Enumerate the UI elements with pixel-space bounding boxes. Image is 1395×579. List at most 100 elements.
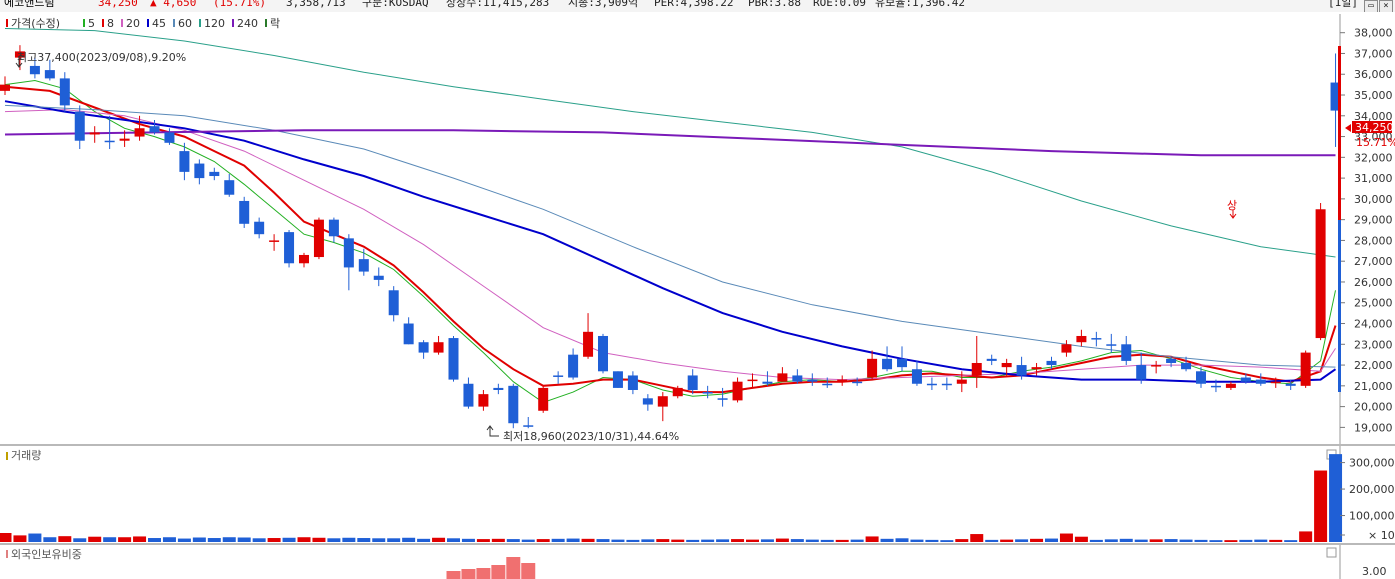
candle [463, 377, 474, 409]
volume-bar [1329, 454, 1343, 542]
price-axis-tick: 36,000 [1354, 68, 1393, 81]
volume-bar [596, 539, 610, 542]
volume-bar [282, 537, 296, 542]
candle [941, 377, 952, 390]
candle [986, 354, 997, 366]
stock-name[interactable]: 에코앤드림 [4, 0, 55, 9]
volume-bar [1074, 536, 1088, 542]
candle [627, 371, 638, 395]
candle [478, 389, 489, 411]
candle [0, 76, 10, 96]
volume-bar [312, 537, 326, 542]
candle [1151, 360, 1162, 374]
candle [1300, 350, 1311, 388]
candle [926, 377, 937, 390]
low-annotation: 최저18,960(2023/10/31),44.64% [486, 425, 679, 443]
pane-separator-2[interactable] [0, 543, 1395, 545]
volume-bar [103, 537, 117, 542]
ma-line-240 [4, 129, 1336, 157]
candle [403, 317, 414, 345]
candle [119, 130, 130, 147]
candle [343, 234, 354, 291]
pct-tag-value: 15.71% [1356, 136, 1395, 149]
candle [657, 392, 668, 422]
candle [1121, 335, 1132, 366]
listed-shares: 상장수:11,415,283 [446, 0, 550, 9]
volume-bar [1269, 539, 1283, 542]
volume-pane[interactable]: 거래량 300,000 200,000 100,000 × 10 [0, 446, 1395, 542]
candle [1091, 331, 1102, 347]
price-axis-tick: 34,000 [1354, 110, 1393, 123]
candle [433, 335, 444, 355]
volume-bar [402, 537, 416, 542]
foreign-pane-close-icon[interactable] [1326, 547, 1337, 558]
volume-bar [850, 539, 864, 542]
candle [448, 335, 459, 382]
candle [882, 346, 893, 372]
price-chart-pane[interactable]: 38,000 37,000 36,000 35,000 34,000 33,000 32,0… [0, 14, 1395, 444]
volume-bar [13, 535, 27, 542]
volume-bar [357, 538, 371, 542]
volume-bar [536, 539, 550, 542]
volume-bar [222, 537, 236, 542]
volume-bar [192, 537, 206, 542]
volume-bar [506, 539, 520, 542]
volume-bar [581, 538, 595, 542]
candle [762, 371, 773, 386]
volume-bar [177, 538, 191, 542]
candle [373, 267, 384, 287]
axis-up-strip [1338, 46, 1341, 220]
volume-bar [985, 539, 999, 542]
volume-bar [1284, 540, 1298, 542]
volume-bar [1314, 470, 1328, 542]
price-change: ▲ 4,650 [150, 0, 197, 9]
minimize-icon[interactable]: ▭ [1364, 0, 1378, 12]
legend-ma-4: 45 [152, 17, 166, 30]
pane-separator[interactable] [0, 444, 1395, 446]
candle [523, 416, 534, 429]
candle [687, 369, 698, 395]
volume-bar [1209, 540, 1223, 542]
candle [717, 387, 728, 407]
volume-bar [716, 539, 730, 542]
candle [1016, 356, 1027, 380]
foreign-ratio-bar [461, 569, 476, 579]
volume-bar [28, 533, 42, 542]
close-icon[interactable]: × [1379, 0, 1393, 12]
candle [1076, 329, 1087, 347]
candle [299, 252, 309, 268]
price-axis-tick: 19,000 [1354, 421, 1393, 434]
volume-bar [237, 537, 251, 542]
volume-bar [820, 539, 834, 542]
roe-value: ROE:0.09 [813, 0, 866, 9]
volume-bar [790, 539, 804, 542]
legend-ma-7: 240 [237, 17, 258, 30]
volume-bar [626, 539, 640, 542]
volume-bar [1000, 539, 1014, 542]
candle [777, 367, 788, 382]
volume-bar [865, 536, 879, 542]
candle [598, 333, 608, 374]
candle [1046, 356, 1057, 370]
price-tag-value: 34,250 [1355, 121, 1394, 134]
volume-bar [551, 538, 565, 542]
volume-axis: 300,000 200,000 100,000 × 10 [1340, 457, 1395, 542]
volume-bar [760, 539, 774, 542]
candle [747, 373, 758, 388]
market-type: 구분:KOSDAQ [362, 0, 429, 9]
foreign-ownership-pane[interactable]: 외국인보유비중 3.00 [0, 545, 1395, 579]
volume-bar [1015, 539, 1029, 542]
volume-bar [297, 537, 311, 542]
candle [1255, 373, 1266, 386]
volume-bar [148, 538, 161, 542]
volume-bar [1089, 539, 1103, 542]
period-button[interactable]: [1일] [1328, 0, 1358, 9]
volume-bar [342, 537, 356, 542]
volume-bar [372, 538, 386, 542]
volume-bar [671, 539, 685, 542]
price-axis: 38,000 37,000 36,000 35,000 34,000 33,000 32,0… [1340, 27, 1393, 434]
candle [493, 383, 504, 395]
volume-bar [970, 534, 984, 542]
legend-ma-5: 60 [178, 17, 192, 30]
candle [269, 234, 280, 251]
